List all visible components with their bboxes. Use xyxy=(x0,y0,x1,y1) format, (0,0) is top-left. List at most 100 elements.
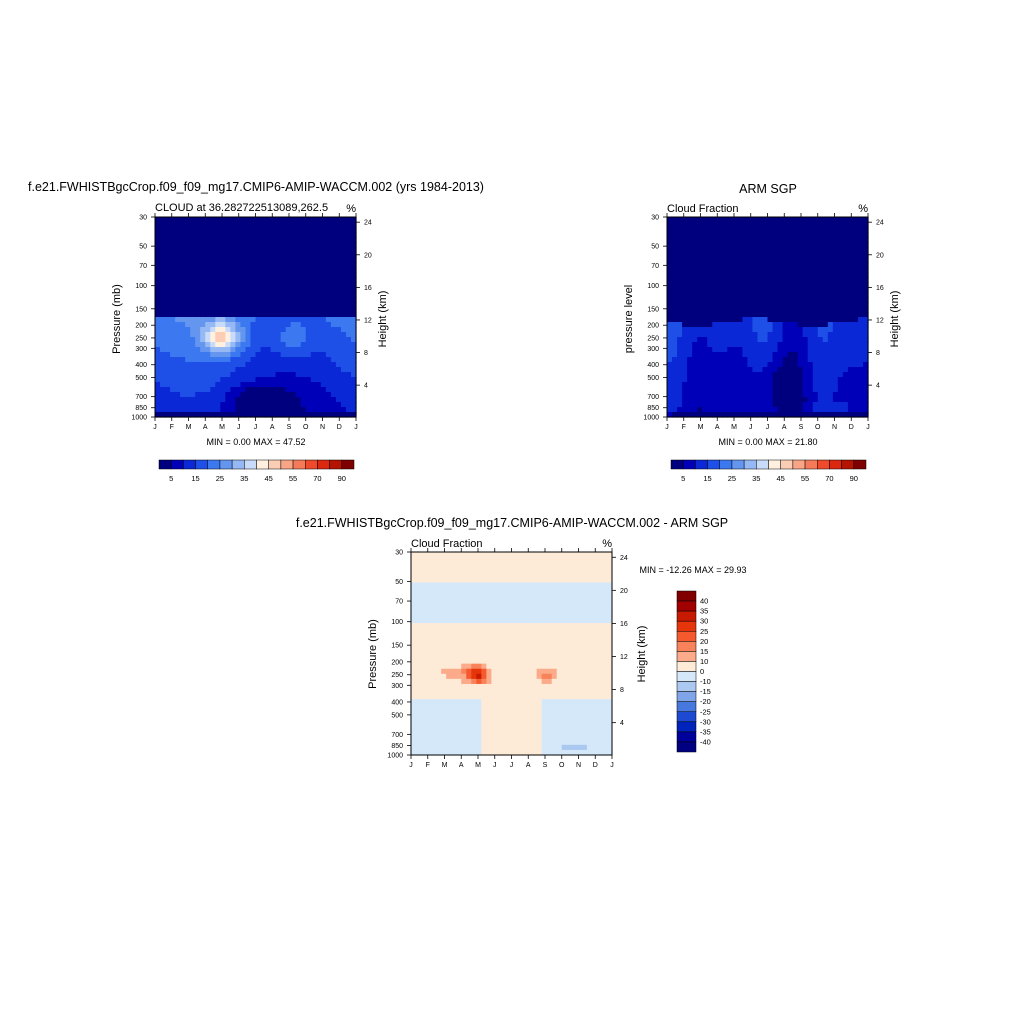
heatmap-cell xyxy=(170,217,176,223)
heatmap-cell xyxy=(230,307,237,313)
heatmap-cell xyxy=(772,372,779,378)
heatmap-cell xyxy=(305,282,312,288)
heatmap-cell xyxy=(842,307,849,313)
heatmap-cell xyxy=(421,683,427,690)
heatmap-cell xyxy=(350,287,357,293)
heatmap-cell xyxy=(481,714,487,721)
heatmap-cell xyxy=(857,267,864,273)
heatmap-cell xyxy=(426,628,432,634)
heatmap-cell xyxy=(742,247,749,253)
heatmap-cell xyxy=(340,387,347,393)
heatmap-cell xyxy=(310,302,317,308)
heatmap-cell xyxy=(762,247,769,253)
heatmap-cell xyxy=(787,262,794,268)
heatmap-cell xyxy=(606,557,613,563)
heatmap-cell xyxy=(792,362,799,368)
heatmap-cell xyxy=(451,628,457,634)
heatmap-cell xyxy=(571,623,578,629)
heatmap-cell xyxy=(601,719,608,726)
heatmap-cell xyxy=(441,734,447,741)
heatmap-cell xyxy=(511,689,518,695)
heatmap-cell xyxy=(215,297,221,303)
heatmap-cell xyxy=(727,222,733,228)
colorbar-swatch xyxy=(219,459,233,470)
heatmap-cell xyxy=(677,217,683,223)
heatmap-cell xyxy=(807,292,814,298)
heatmap-cell xyxy=(426,658,432,665)
heatmap-cell xyxy=(571,673,578,680)
heatmap-cell xyxy=(486,683,493,690)
heatmap-cell xyxy=(225,277,231,283)
heatmap-cell xyxy=(180,217,186,223)
heatmap-cell xyxy=(250,287,257,293)
heatmap-cell xyxy=(586,724,593,731)
heatmap-cell xyxy=(757,262,764,268)
heatmap-cell xyxy=(802,307,809,313)
heatmap-cell xyxy=(260,312,267,318)
heatmap-cell xyxy=(290,402,297,408)
heatmap-cell xyxy=(576,704,583,710)
heatmap-cell xyxy=(411,612,417,619)
heatmap-cell xyxy=(441,724,447,731)
heatmap-cell xyxy=(205,247,211,253)
heatmap-cell xyxy=(491,552,498,558)
heatmap-cell xyxy=(240,277,247,283)
heatmap-cell xyxy=(797,342,804,348)
heatmap-cell xyxy=(300,362,307,368)
heatmap-cell xyxy=(862,262,869,268)
heatmap-cell xyxy=(335,217,342,223)
heatmap-cell xyxy=(752,267,759,273)
heatmap-cell xyxy=(431,704,437,710)
heatmap-cell xyxy=(506,648,513,655)
heatmap-cell xyxy=(476,628,482,634)
heatmap-cell xyxy=(692,327,698,333)
heatmap-cell xyxy=(431,744,437,751)
heatmap-cell xyxy=(847,227,854,233)
heatmap-cell xyxy=(777,277,784,283)
heatmap-cell xyxy=(446,638,452,644)
heatmap-cell xyxy=(692,312,698,318)
heatmap-cell xyxy=(687,372,693,378)
heatmap-cell xyxy=(421,597,427,604)
heatmap-cell xyxy=(717,262,723,268)
heatmap-cell xyxy=(752,297,759,303)
heatmap-cell xyxy=(240,372,247,378)
heatmap-cell xyxy=(446,582,452,589)
heatmap-cell xyxy=(837,297,844,303)
heatmap-cell xyxy=(822,352,829,358)
heatmap-cell xyxy=(511,704,518,710)
heatmap-cell xyxy=(762,382,769,388)
heatmap-cell xyxy=(596,714,603,721)
heatmap-cell xyxy=(305,397,312,403)
heatmap-cell xyxy=(350,302,357,308)
heatmap-cell xyxy=(501,582,508,589)
heatmap-cell xyxy=(596,628,603,634)
heatmap-cell xyxy=(275,302,282,308)
heatmap-cell xyxy=(265,362,272,368)
heatmap-cell xyxy=(330,307,337,313)
colorbar-swatch xyxy=(256,459,269,470)
heatmap-cell xyxy=(722,227,728,233)
heatmap-cell xyxy=(340,282,347,288)
heatmap-cell xyxy=(551,572,558,578)
heatmap-cell xyxy=(561,729,568,736)
heatmap-cell xyxy=(782,312,789,318)
heatmap-cell xyxy=(677,257,683,263)
heatmap-cell xyxy=(325,342,332,348)
heatmap-cell xyxy=(511,602,518,609)
heatmap-cell xyxy=(556,658,563,665)
heatmap-cell xyxy=(421,582,427,589)
heatmap-cell xyxy=(591,597,598,604)
heatmap-cell xyxy=(350,397,357,403)
heatmap-cell xyxy=(832,222,839,228)
heatmap-cell xyxy=(521,704,528,710)
heatmap-cell xyxy=(416,562,422,568)
heatmap-cell xyxy=(737,232,743,238)
heatmap-cell xyxy=(722,247,728,253)
heatmap-cell xyxy=(737,397,743,403)
heatmap-cell xyxy=(837,332,844,338)
heatmap-cell xyxy=(797,237,804,243)
heatmap-cell xyxy=(787,317,794,323)
heatmap-cell xyxy=(722,242,728,248)
heatmap-cell xyxy=(551,729,558,736)
